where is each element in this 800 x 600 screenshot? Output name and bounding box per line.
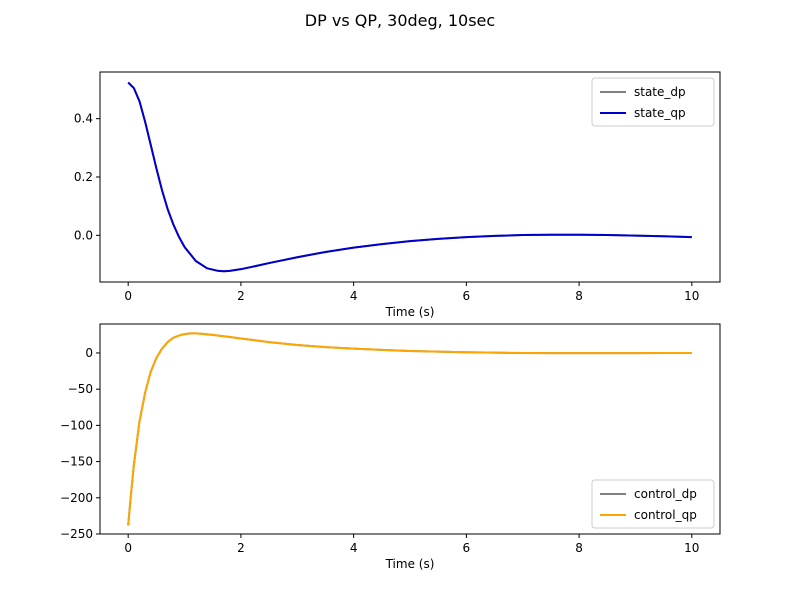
chart0-y-tick-label: 0.2	[74, 170, 93, 184]
chart1-legend: control_dp control_qp	[591, 479, 715, 529]
chart1-x-tick-label: 6	[463, 541, 471, 555]
chart1-x-tick-label: 8	[575, 541, 583, 555]
chart1-x-tick-label: 0	[124, 541, 132, 555]
chart0-y-tick-label: 0.4	[74, 112, 93, 126]
chart1-x-tick-label: 10	[684, 541, 699, 555]
chart0-x-axis-label: Time (s)	[385, 305, 435, 319]
control-axes: 0 2 4 6 8 10 −250 −200 −150 −100 −50 0 Time (s) contr…	[60, 323, 721, 571]
chart0-legend-label: state_qp	[634, 106, 686, 120]
chart1-legend-label: control_qp	[634, 508, 697, 522]
chart1-x-tick-label: 4	[350, 541, 358, 555]
chart0-x-tick-label: 8	[575, 289, 583, 303]
chart0-x-tick-label: 4	[350, 289, 358, 303]
chart0-y-tick-label: 0.0	[74, 228, 93, 242]
state-axes: 0 2 4 6 8 10 0.0 0.2 0.4 Time (s) state_dp state_qp	[74, 71, 721, 319]
chart1-x-axis-label: Time (s)	[385, 557, 435, 571]
chart1-y-tick-label: −200	[60, 491, 93, 505]
chart1-x-tick-label: 2	[237, 541, 245, 555]
chart1-y-tick-label: −250	[60, 527, 93, 541]
chart1-y-tick-label: 0	[85, 346, 93, 360]
chart1-y-tick-label: −100	[60, 418, 93, 432]
chart0-legend: state_dp state_qp	[591, 77, 715, 127]
chart1-series-line-control_qp	[127, 332, 692, 526]
chart0-legend-label: state_dp	[634, 85, 686, 99]
chart0-x-tick-label: 0	[124, 289, 132, 303]
chart1-y-tick-label: −150	[60, 455, 93, 469]
chart0-series-line-state_qp	[127, 81, 692, 273]
chart1-y-tick-label: −50	[68, 382, 93, 396]
chart0-x-tick-label: 6	[463, 289, 471, 303]
chart1-legend-label: control_dp	[634, 487, 697, 501]
figure-title: DP vs QP, 30deg, 10sec	[305, 11, 495, 30]
chart1-axes-frame	[99, 323, 721, 535]
chart0-x-tick-label: 2	[237, 289, 245, 303]
chart0-x-tick-label: 10	[684, 289, 699, 303]
